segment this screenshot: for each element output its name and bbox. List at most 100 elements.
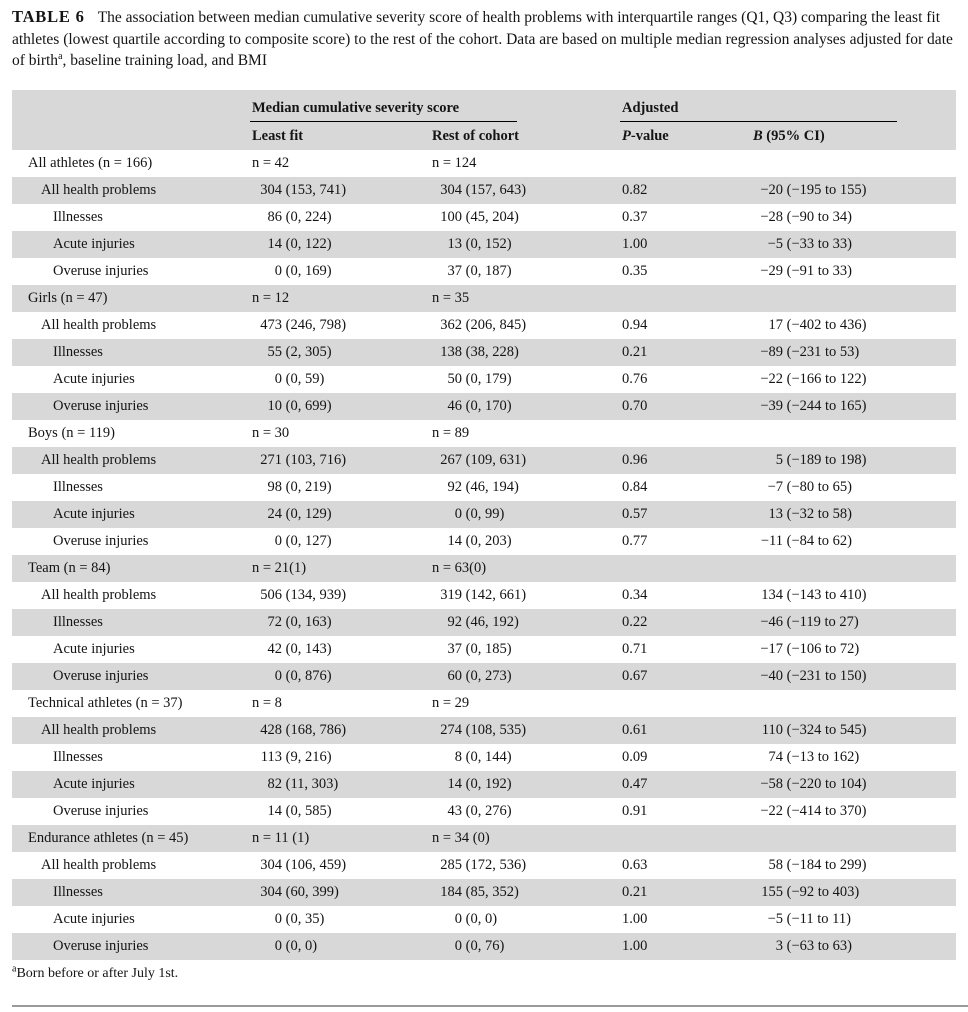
footnote-marker: a (12, 963, 17, 975)
data-row: Illnesses 72 (0, 163) 92 (46, 192) 0.22 … (12, 609, 956, 636)
least-fit-value: 55 (2, 305) (250, 339, 430, 366)
b-ci-value: −40 (−231 to 150) (751, 663, 956, 690)
least-fit-value: 0 (0, 59) (250, 366, 430, 393)
b-ci-value: 155 (−92 to 403) (751, 879, 956, 906)
median-value: 92 (447, 479, 463, 495)
empty-cell (620, 690, 751, 717)
section-n-rest-of-cohort: n = 63(0) (430, 555, 620, 582)
median-value: 0 (274, 371, 282, 387)
section-n-rest-of-cohort: n = 35 (430, 285, 620, 312)
header-group-row: Median cumulative severity score Adjuste… (12, 90, 956, 122)
iqr-value: (−91 to 33) (783, 263, 852, 279)
b-ci-value: −39 (−244 to 165) (751, 393, 956, 420)
median-value: 14 (447, 533, 463, 549)
row-label: Illnesses (53, 209, 103, 225)
median-value: 58 (768, 857, 784, 873)
median-value: −22 (760, 803, 783, 819)
rest-of-cohort-value: 92 (46, 192) (430, 609, 620, 636)
iqr-value: (0, 122) (282, 236, 332, 252)
iqr-value: (0, 585) (282, 803, 332, 819)
row-label: All health problems (12, 717, 250, 744)
section-n-rest-of-cohort: n = 124 (432, 155, 477, 171)
rest-of-cohort-value: 267 (109, 631) (430, 447, 620, 474)
row-label: All health problems (12, 177, 250, 204)
empty-cell (751, 150, 956, 177)
iqr-value: (−231 to 150) (783, 668, 867, 684)
iqr-value: (0, 170) (462, 398, 512, 414)
iqr-value: (0, 127) (282, 533, 332, 549)
empty-cell (620, 150, 751, 177)
row-label: Acute injuries (53, 641, 135, 657)
median-value: 17 (768, 317, 784, 333)
p-value: 0.70 (620, 393, 751, 420)
iqr-value: (0, 0) (462, 911, 498, 927)
median-value: 14 (267, 803, 283, 819)
iqr-value: (246, 798) (282, 317, 347, 333)
row-label: Illnesses (12, 879, 250, 906)
data-row: Illnesses 86 (0, 224) 100 (45, 204) 0.37… (12, 204, 956, 231)
iqr-value: (103, 716) (282, 452, 347, 468)
least-fit-value: 82 (11, 303) (250, 771, 430, 798)
iqr-value: (0, 163) (282, 614, 332, 630)
p-value: 0.61 (620, 717, 751, 744)
iqr-value: (0, 76) (462, 938, 505, 954)
iqr-value: (−92 to 403) (783, 884, 860, 900)
median-value: 319 (440, 587, 462, 603)
rest-of-cohort-value: 50 (0, 179) (430, 366, 620, 393)
p-value: 0.76 (622, 371, 648, 387)
data-row: All health problems 473 (246, 798) 362 (… (12, 312, 956, 339)
median-value: 37 (447, 641, 463, 657)
least-fit-value: 24 (0, 129) (250, 501, 430, 528)
b-ci-value: 17 (−402 to 436) (751, 312, 956, 339)
b-italic: B (753, 127, 763, 144)
median-value: −89 (760, 344, 783, 360)
iqr-value: (−90 to 34) (783, 209, 852, 225)
iqr-value: (−166 to 122) (783, 371, 867, 387)
data-row: Overuse injuries 0 (0, 127) 14 (0, 203) … (12, 528, 956, 555)
rest-of-cohort-value: 319 (142, 661) (430, 582, 620, 609)
median-value: 267 (440, 452, 462, 468)
b-ci-value: −46 (−119 to 27) (751, 609, 956, 636)
p-value: 0.57 (620, 501, 751, 528)
median-value: −28 (760, 209, 783, 225)
table-number: TABLE 6 (12, 7, 85, 26)
iqr-value: (46, 192) (462, 614, 519, 630)
b-ci-value: −22 (−166 to 122) (751, 366, 956, 393)
median-value: 428 (260, 722, 282, 738)
iqr-value: (−402 to 436) (783, 317, 867, 333)
row-label: Illnesses (12, 609, 250, 636)
b-ci-value: −11 (−84 to 62) (751, 528, 956, 555)
row-label: Overuse injuries (53, 533, 149, 549)
iqr-value: (60, 399) (282, 884, 339, 900)
iqr-value: (−106 to 72) (783, 641, 860, 657)
section-n-rest-of-cohort: n = 34 (0) (430, 825, 620, 852)
median-value: −11 (760, 533, 783, 549)
row-label: Overuse injuries (12, 663, 250, 690)
median-value: 0 (454, 938, 462, 954)
p-value: 0.67 (620, 663, 751, 690)
data-row: Overuse injuries 10 (0, 699) 46 (0, 170)… (12, 393, 956, 420)
section-n-least-fit: n = 12 (250, 285, 430, 312)
row-label: Overuse injuries (53, 803, 149, 819)
caption-footnote-marker: a (58, 50, 63, 62)
b-ci-value: 74 (−13 to 162) (751, 744, 956, 771)
median-value: 92 (447, 614, 463, 630)
p-value: 0.47 (620, 771, 751, 798)
rest-of-cohort-value: 184 (85, 352) (430, 879, 620, 906)
empty-cell (751, 420, 956, 447)
median-value: −58 (760, 776, 783, 792)
p-value: 0.21 (620, 339, 751, 366)
b-ci-value: −5 (−33 to 33) (751, 231, 956, 258)
header-column-row: Least fit Rest of cohort P-value B (95% … (12, 122, 956, 150)
least-fit-value: 86 (0, 224) (250, 204, 430, 231)
iqr-value: (−184 to 299) (783, 857, 867, 873)
least-fit-value: 506 (134, 939) (250, 582, 430, 609)
median-value: 42 (267, 641, 283, 657)
iqr-value: (109, 631) (462, 452, 527, 468)
median-value: 473 (260, 317, 282, 333)
iqr-value: (9, 216) (282, 749, 332, 765)
footnote-text: Born before or after July 1st. (16, 966, 179, 981)
iqr-value: (−324 to 545) (783, 722, 867, 738)
iqr-value: (−143 to 410) (783, 587, 867, 603)
median-value: −20 (760, 182, 783, 198)
